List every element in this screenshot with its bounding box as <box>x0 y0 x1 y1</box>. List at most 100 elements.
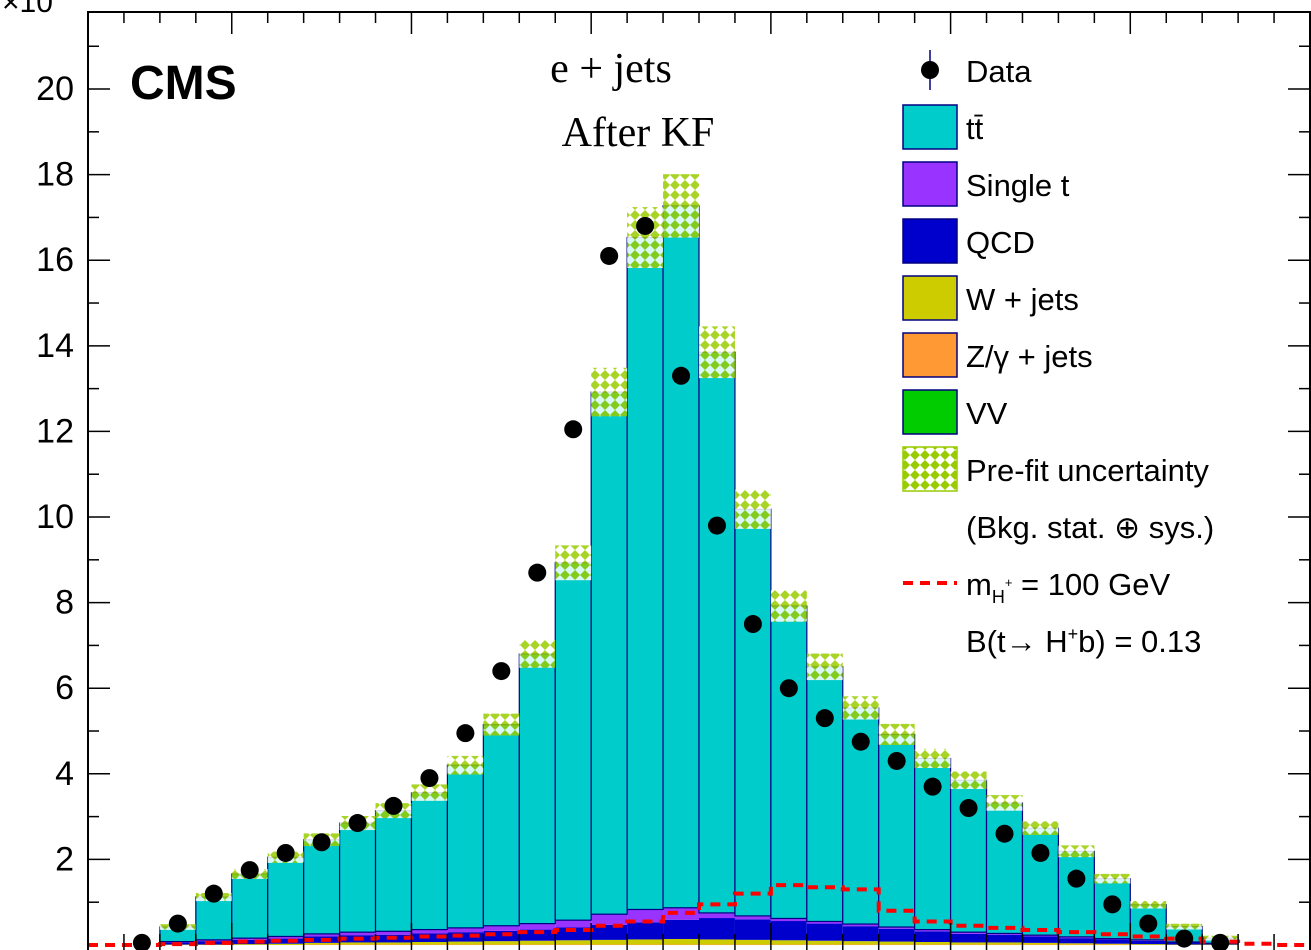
bar-4-5 <box>267 936 304 939</box>
bar-1-23 <box>914 944 951 946</box>
legend-label-4: W + jets <box>966 282 1079 317</box>
bar-5-15 <box>626 236 664 911</box>
bar-4-21 <box>842 924 879 927</box>
data-point-12 <box>528 563 547 582</box>
bar-4-3 <box>195 939 232 942</box>
bar-5-7 <box>338 822 377 933</box>
data-point-2 <box>168 914 187 933</box>
bar-2-25 <box>986 942 1023 945</box>
data-point-18 <box>743 615 762 634</box>
signal-line <box>88 883 1310 947</box>
data-point-27 <box>1067 869 1086 888</box>
bar-4-27 <box>1058 936 1095 939</box>
uncertainty-bin-27 <box>1058 845 1095 858</box>
bar-1-28 <box>1094 944 1131 946</box>
legend-signal-br: B(t→ H+b) = 0.13 <box>966 624 1201 659</box>
bar-3-13 <box>555 927 592 941</box>
bar-3-23 <box>914 931 951 943</box>
data-point-15 <box>636 216 655 235</box>
y-tick-label-4: 10 <box>36 498 74 536</box>
bar-2-26 <box>1022 942 1059 945</box>
data-point-29 <box>1139 914 1158 933</box>
bar-5-13 <box>554 562 592 921</box>
bar-2-29 <box>1130 944 1167 945</box>
bar-4-13 <box>555 920 592 928</box>
bar-4-19 <box>770 918 807 922</box>
channel-label: e + jets <box>550 46 672 92</box>
bar-5-18 <box>734 508 772 917</box>
bar-4-8 <box>375 931 412 935</box>
y-tick-label-0: 2 <box>55 840 74 878</box>
bar-4-10 <box>447 927 484 933</box>
bar-1-7 <box>339 944 376 946</box>
bar-1-8 <box>375 944 412 946</box>
y-tick-label-5: 12 <box>36 412 74 450</box>
data-point-17 <box>707 516 726 535</box>
y-multiplier-label: ×10 <box>2 0 53 19</box>
bar-5-9 <box>410 792 449 931</box>
data-point-25 <box>995 824 1014 843</box>
bar-1-21 <box>842 944 879 946</box>
bar-5-14 <box>590 391 628 915</box>
bar-1-16 <box>663 944 699 946</box>
uncertainty-bin-24 <box>950 771 987 789</box>
bar-3-16 <box>663 919 699 940</box>
bar-3-5 <box>267 938 304 944</box>
legend-swatch-2 <box>902 161 958 207</box>
bar-3-22 <box>878 928 915 942</box>
data-point-28 <box>1103 895 1122 914</box>
bar-3-15 <box>627 922 664 940</box>
bar-2-22 <box>878 941 915 945</box>
uncertainty-bin-21 <box>842 696 879 720</box>
bar-4-24 <box>950 932 987 934</box>
data-point-7 <box>348 814 367 833</box>
bar-5-3 <box>195 896 233 941</box>
uncertainty-bin-22 <box>878 723 915 745</box>
data-point-30 <box>1175 929 1194 948</box>
legend-signal-label: mH+ = 100 GeV <box>966 567 1170 607</box>
bar-1-9 <box>411 944 448 946</box>
bar-2-16 <box>663 939 699 945</box>
bar-5-27 <box>1057 850 1095 938</box>
data-point-26 <box>1031 843 1050 862</box>
bar-2-15 <box>627 939 664 945</box>
legend-label-1: tt̄ <box>966 111 984 146</box>
bar-2-4 <box>231 944 268 945</box>
bar-4-26 <box>1022 935 1059 937</box>
bar-1-11 <box>483 944 520 946</box>
y-tick-label-9: 20 <box>36 70 74 108</box>
bar-2-20 <box>806 940 843 945</box>
bar-5-6 <box>303 839 341 935</box>
data-point-19 <box>779 679 798 698</box>
bar-5-5 <box>267 856 305 938</box>
bar-3-12 <box>519 929 556 941</box>
bar-2-18 <box>734 939 771 945</box>
bar-2-23 <box>914 942 951 945</box>
bar-1-6 <box>303 944 340 946</box>
uncertainty-bin-23 <box>914 748 951 769</box>
bar-2-27 <box>1058 943 1095 945</box>
bar-2-7 <box>339 942 376 945</box>
uncertainty-bin-10 <box>447 755 484 775</box>
legend-swatch-1 <box>902 104 958 150</box>
legend-swatch-5 <box>902 332 958 378</box>
bar-2-24 <box>950 942 987 945</box>
data-point-23 <box>923 777 942 796</box>
y-tick-label-7: 16 <box>36 241 74 279</box>
bar-4-4 <box>231 938 268 940</box>
uncertainty-bin-9 <box>411 784 448 801</box>
bar-5-4 <box>231 873 269 939</box>
bar-3-27 <box>1058 938 1095 944</box>
bar-2-19 <box>770 940 807 945</box>
uncertainty-bin-13 <box>555 545 592 581</box>
bar-3-14 <box>591 924 628 940</box>
legend-label-0: Data <box>966 54 1032 89</box>
bar-1-14 <box>591 944 628 946</box>
data-points <box>132 216 1230 950</box>
data-point-1 <box>132 933 151 950</box>
selection-label: After KF <box>562 110 715 156</box>
bar-1-15 <box>627 944 664 946</box>
bar-2-9 <box>411 942 448 945</box>
uncertainty-bin-14 <box>591 367 628 417</box>
legend-label-2: Single t <box>966 168 1070 203</box>
